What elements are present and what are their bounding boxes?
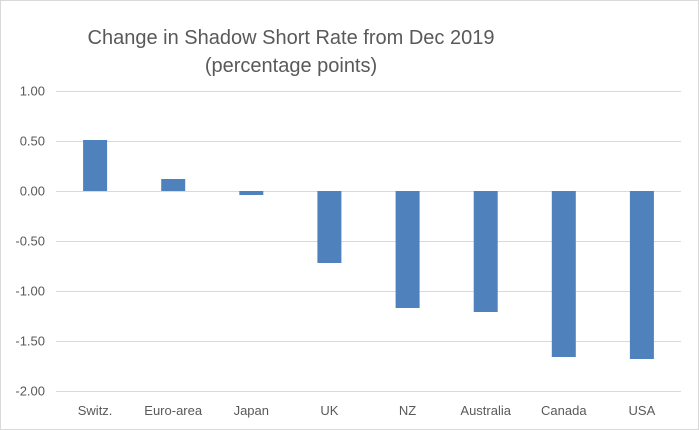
chart-subtitle: (percentage points) [205,55,377,77]
bar-australia [473,191,498,312]
bar-euro-area [161,179,186,191]
chart-title: Change in Shadow Short Rate from Dec 201… [88,27,495,49]
bar-usa [629,191,654,359]
y-tick-label: 0.00 [20,184,45,199]
bar-switz [83,140,108,191]
x-tick-label: Australia [460,403,511,418]
y-tick-label: -1.50 [15,334,45,349]
gridlines [56,91,681,392]
bar-uk [317,191,342,263]
x-tick-label: USA [629,403,656,418]
x-tick-label: UK [320,403,338,418]
y-tick-label: -1.00 [15,284,45,299]
x-tick-label: Japan [234,403,269,418]
y-tick-label: -2.00 [15,384,45,399]
y-tick-label: 0.50 [20,134,45,149]
bar-nz [395,191,420,308]
y-tick-label: -0.50 [15,234,45,249]
x-tick-label: Euro-area [144,403,203,418]
bar-japan [239,191,264,195]
x-tick-label: Switz. [78,403,113,418]
bar-canada [551,191,576,357]
y-axis-tick-labels: 1.00 0.50 0.00 -0.50 -1.00 -1.50 -2.00 [15,84,45,399]
y-tick-label: 1.00 [20,84,45,99]
x-axis-tick-labels: Switz. Euro-area Japan UK NZ Australia Canada U… [78,403,656,418]
bars [83,140,654,359]
x-tick-label: Canada [541,403,587,418]
x-tick-label: NZ [399,403,416,418]
